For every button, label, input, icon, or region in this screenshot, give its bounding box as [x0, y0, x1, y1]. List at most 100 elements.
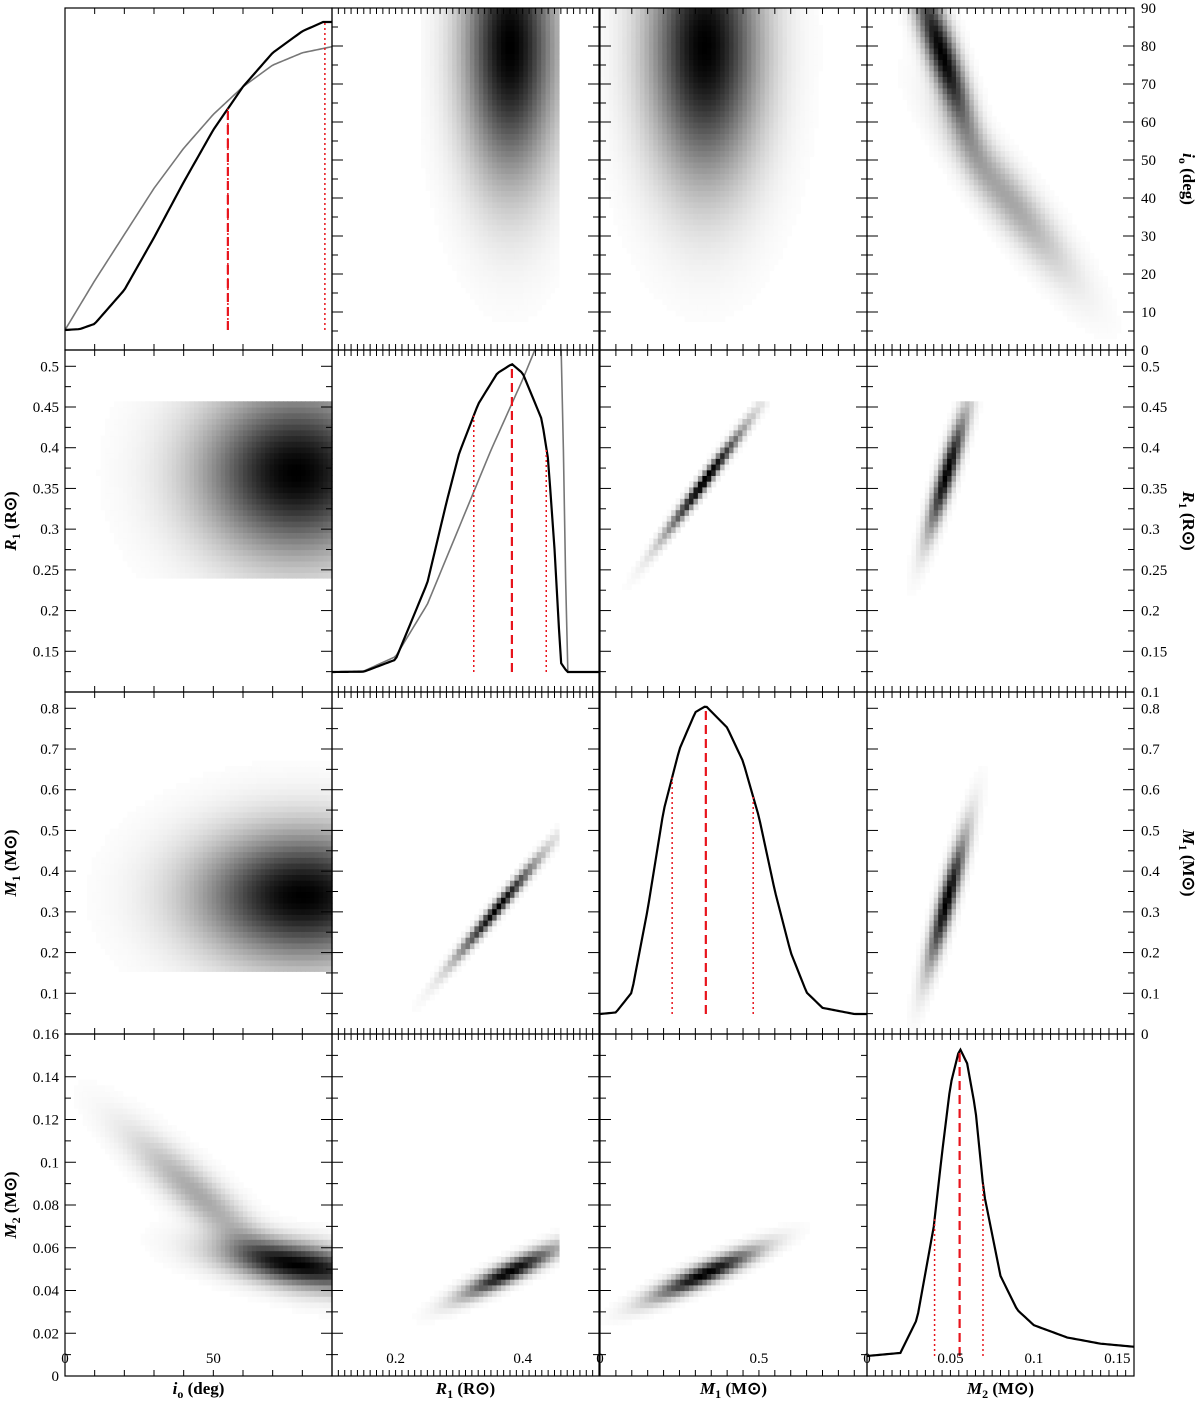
- density-cell: [278, 1290, 284, 1297]
- density-cell: [229, 1262, 235, 1269]
- density-cell: [318, 840, 324, 847]
- density-cell: [327, 509, 333, 516]
- density-cell: [234, 891, 240, 898]
- density-cell: [194, 492, 200, 499]
- density-cell: [309, 914, 315, 921]
- density-cell: [666, 1267, 672, 1274]
- density-cell: [327, 418, 333, 425]
- density-cell: [278, 498, 284, 505]
- density-cell: [269, 566, 275, 573]
- density-cell: [189, 532, 195, 539]
- density-cell: [314, 441, 320, 448]
- density-cell: [251, 492, 257, 499]
- density-cell: [247, 959, 253, 967]
- density-cell: [518, 1273, 524, 1280]
- density-cell: [309, 441, 315, 448]
- density-cell: [305, 498, 311, 505]
- density-cell: [283, 412, 289, 419]
- density-cell: [260, 492, 266, 499]
- density-cell: [189, 823, 195, 830]
- density-cell: [465, 942, 471, 950]
- density-cell: [189, 452, 195, 459]
- density-cell: [291, 851, 297, 858]
- density-cell: [305, 834, 311, 841]
- density-cell: [113, 538, 119, 545]
- density-cell: [113, 891, 119, 898]
- density-cell: [604, 1307, 610, 1314]
- density-cell: [278, 931, 284, 938]
- density-cell: [318, 509, 324, 516]
- density-cell: [140, 492, 146, 499]
- density-cell: [465, 1301, 471, 1309]
- density-cell: [429, 1296, 435, 1303]
- density-cell: [225, 492, 231, 499]
- density-cell: [247, 538, 253, 545]
- density-cell: [501, 891, 507, 898]
- density-cell: [278, 1244, 284, 1252]
- density-cell: [291, 1296, 297, 1303]
- density-cell: [194, 538, 200, 545]
- density-cell: [118, 1091, 124, 1098]
- density-cell: [171, 1216, 177, 1223]
- density-cell: [706, 1273, 712, 1280]
- density-cell: [269, 435, 275, 442]
- density-cell: [180, 845, 186, 853]
- density-cell: [198, 1233, 204, 1240]
- density-cell: [291, 521, 297, 528]
- density-cell: [269, 880, 275, 887]
- density-cell: [291, 880, 297, 887]
- density-cell: [429, 1319, 435, 1326]
- density-cell: [300, 549, 306, 556]
- density-cell: [283, 868, 289, 875]
- density-cell: [269, 840, 275, 847]
- density-cell: [478, 1267, 484, 1274]
- density-cell: [518, 1262, 524, 1269]
- density-cell: [278, 845, 284, 853]
- density-cell: [105, 868, 111, 875]
- density-cell: [260, 948, 266, 955]
- density-cell: [720, 1267, 726, 1274]
- density-cell: [198, 777, 204, 784]
- density-cell: [247, 555, 253, 562]
- density-cell: [461, 937, 467, 944]
- density-cell: [158, 845, 164, 853]
- density-cell: [251, 1284, 257, 1292]
- density-cell: [167, 1159, 173, 1166]
- density-cell: [225, 1199, 231, 1206]
- density-cell: [251, 1199, 257, 1206]
- density-cell: [167, 401, 173, 408]
- density-cell: [724, 1262, 730, 1269]
- density-cell: [136, 526, 142, 533]
- density-cell: [122, 452, 128, 459]
- density-cell: [136, 880, 142, 887]
- density-cell: [314, 794, 320, 801]
- density-cell: [287, 1301, 293, 1309]
- density-cell: [207, 794, 213, 801]
- density-cell: [256, 464, 262, 471]
- density-cell: [243, 788, 249, 796]
- density-cell: [287, 412, 293, 419]
- density-cell: [158, 925, 164, 932]
- density-cell: [167, 891, 173, 898]
- density-cell: [631, 1290, 637, 1297]
- density-cell: [158, 1119, 164, 1126]
- density-cell: [216, 1244, 222, 1252]
- density-cell: [149, 424, 155, 431]
- density-cell: [287, 538, 293, 545]
- density-cell: [496, 885, 502, 893]
- density-cell: [176, 418, 182, 425]
- density-cell: [229, 549, 235, 556]
- density-cell: [487, 1256, 493, 1263]
- density-cell: [541, 1256, 547, 1263]
- density-cell: [131, 521, 137, 528]
- density-cell: [202, 1216, 208, 1223]
- density-cell: [300, 800, 306, 807]
- density-cell: [171, 1142, 177, 1149]
- density-cell: [269, 509, 275, 516]
- density-cell: [274, 452, 280, 459]
- density-cell: [287, 937, 293, 944]
- density-cell: [296, 1233, 302, 1240]
- density-cell: [314, 1301, 320, 1309]
- density-cell: [733, 1262, 739, 1269]
- density-cell: [171, 407, 177, 414]
